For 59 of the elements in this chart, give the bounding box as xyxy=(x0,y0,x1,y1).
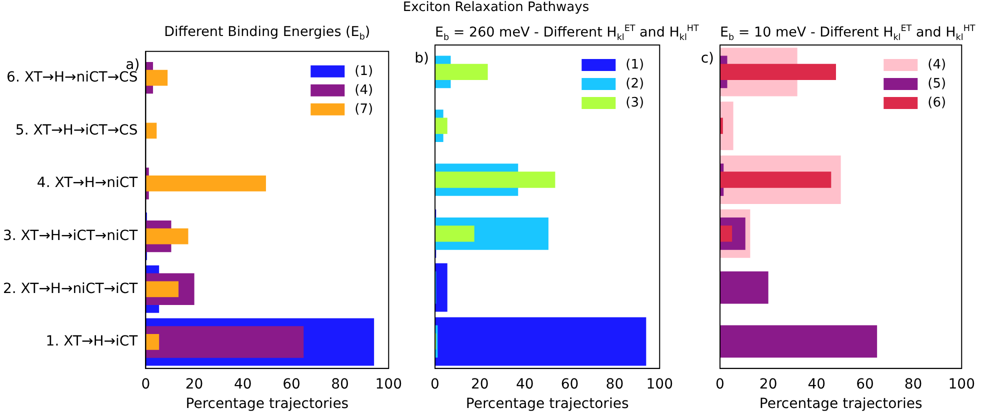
legend-label: (4) xyxy=(928,57,946,72)
y-tick-label: 6. XT→H→niCT→CS xyxy=(6,69,138,86)
bar xyxy=(720,172,832,188)
x-tick-label: 100 xyxy=(375,376,402,392)
bar xyxy=(146,334,160,350)
bar xyxy=(146,176,266,192)
x-tick-label: 100 xyxy=(646,376,674,392)
y-tick-label: 2. XT→H→niCT→iCT xyxy=(2,280,138,297)
bar xyxy=(146,228,188,244)
legend-label: (5) xyxy=(928,76,946,92)
x-tick-label: 80 xyxy=(904,376,922,392)
legend-label: (1) xyxy=(354,64,374,79)
y-tick-label: 3. XT→H→iCT→niCT xyxy=(2,228,138,244)
bar xyxy=(720,102,734,150)
y-tick-label: 5. XT→H→iCT→CS xyxy=(15,122,138,138)
text: Exciton Relaxation Pathways xyxy=(402,0,590,15)
x-tick-label: 60 xyxy=(856,376,874,392)
bar xyxy=(435,263,448,312)
legend-label: (2) xyxy=(626,76,644,92)
bar xyxy=(435,118,448,134)
legend-label: (3) xyxy=(626,95,644,110)
x-tick-label: 100 xyxy=(948,376,976,392)
x-axis-title: Percentage trajectories xyxy=(466,396,629,412)
bar xyxy=(720,226,732,242)
text: b) xyxy=(414,50,429,67)
legend-label: (6) xyxy=(928,95,946,110)
x-tick-label: 0 xyxy=(716,376,724,392)
bar xyxy=(435,64,488,80)
x-tick-label: 20 xyxy=(185,376,204,392)
legend-label: (4) xyxy=(354,82,374,98)
x-tick-label: 40 xyxy=(234,376,252,392)
chart-title: Different Binding Energies (E$_{b}$) xyxy=(163,24,372,43)
x-axis-title: Percentage trajectories xyxy=(759,396,922,412)
x-tick-label: 0 xyxy=(141,376,150,392)
bar xyxy=(435,172,556,188)
bar xyxy=(435,317,646,366)
x-tick-label: 20 xyxy=(759,376,778,392)
x-axis-title: Percentage trajectories xyxy=(186,396,349,412)
legend-label: (1) xyxy=(626,57,644,72)
x-tick-label: 0 xyxy=(430,376,440,392)
y-tick-label: 1. XT→H→iCT xyxy=(46,334,138,350)
x-tick-label: 60 xyxy=(282,376,300,392)
x-tick-label: 40 xyxy=(516,376,534,392)
x-tick-label: 40 xyxy=(808,376,826,392)
bar xyxy=(146,281,179,298)
bar xyxy=(435,226,474,242)
bar xyxy=(146,326,304,358)
bar xyxy=(720,325,878,358)
bar xyxy=(146,70,168,86)
bar xyxy=(720,64,836,80)
x-tick-label: 60 xyxy=(560,376,579,392)
bar xyxy=(720,271,768,304)
x-tick-label: 80 xyxy=(331,376,349,392)
x-tick-label: 20 xyxy=(471,376,489,392)
legend-label: (7) xyxy=(354,102,374,117)
bar xyxy=(146,122,157,139)
x-tick-label: 80 xyxy=(606,376,624,392)
text: c) xyxy=(700,50,714,67)
y-tick-label: 4. XT→H→niCT xyxy=(36,175,138,192)
